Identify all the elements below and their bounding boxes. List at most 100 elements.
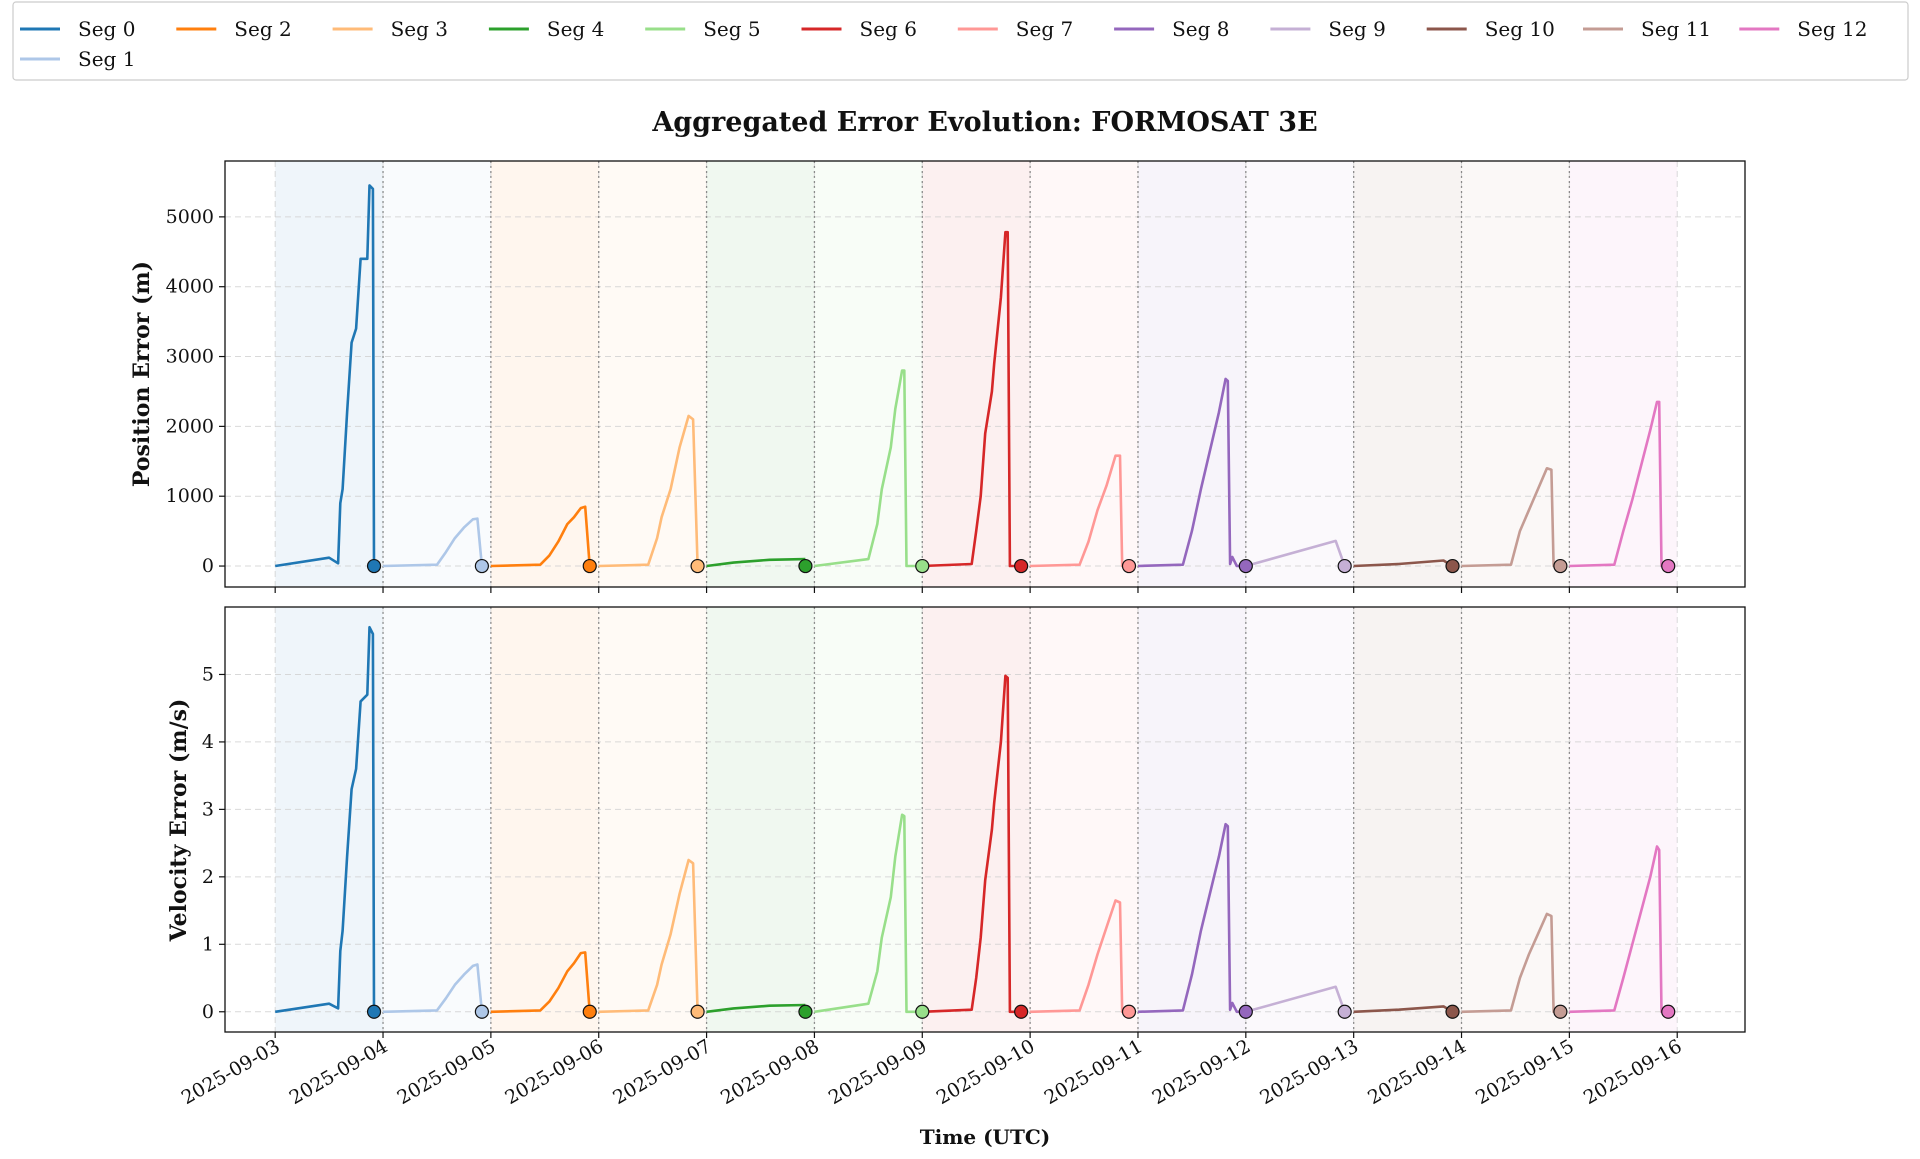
- x-tick-label: 2025-09-04: [286, 1035, 392, 1109]
- legend-label: Seg 4: [547, 17, 604, 41]
- end-marker-seg-10: [1445, 1004, 1460, 1019]
- end-marker-seg-1: [474, 1004, 489, 1019]
- series-line-seg-7: [1030, 899, 1129, 1014]
- y-tick-label: 0: [202, 1001, 214, 1023]
- time-axis-title: Time (UTC): [920, 1125, 1051, 1149]
- end-marker-seg-3: [690, 1004, 705, 1019]
- legend: Seg 0 Seg 1 Seg 2 Seg 3 Seg 4 Seg 5 Seg 6 Seg 7…: [12, 1, 1909, 81]
- segment-band: [383, 161, 491, 587]
- legend-label: Seg 11: [1641, 17, 1711, 41]
- legend-label: Seg 10: [1485, 17, 1555, 41]
- legend-label: Seg 8: [1172, 17, 1229, 41]
- series-line-seg-9: [1245, 539, 1346, 568]
- series-line-seg-4: [706, 557, 806, 568]
- segment-band: [598, 161, 707, 587]
- end-marker-seg-0: [366, 1004, 382, 1019]
- y-tick-label: 4000: [166, 276, 214, 298]
- series-line-seg-12: [1569, 400, 1669, 568]
- segment-band: [1245, 161, 1354, 587]
- end-marker-seg-4: [798, 1004, 813, 1019]
- end-marker-seg-6: [1014, 1004, 1029, 1019]
- segment-band: [490, 161, 599, 587]
- end-marker-seg-1: [474, 558, 489, 574]
- segment-band: [598, 607, 707, 1032]
- y-tick-label: 3: [202, 798, 214, 820]
- position-error-axis-title: Position Error (m): [129, 261, 155, 487]
- plot-frame: [224, 160, 1746, 588]
- legend-label: Seg 6: [860, 17, 917, 41]
- series-line-seg-3: [598, 858, 699, 1014]
- segment-band: [1137, 607, 1246, 1032]
- end-marker-seg-12: [1661, 558, 1676, 574]
- series-lines: [275, 625, 1669, 1014]
- segment-band: [922, 607, 1031, 1032]
- series-line-seg-11: [1461, 912, 1561, 1014]
- end-marker-seg-11: [1553, 558, 1568, 574]
- series-line-seg-6: [922, 230, 1022, 568]
- series-line-seg-0: [275, 184, 376, 568]
- segment-band: [1245, 607, 1354, 1032]
- x-tick-label: 2025-09-05: [394, 1035, 500, 1109]
- series-line-seg-1: [382, 963, 484, 1014]
- end-marker-seg-7: [1121, 558, 1137, 574]
- x-tick-label: 2025-09-13: [1256, 1035, 1362, 1109]
- position-error-panel: 0 1000 2000 3000 4000 5000: [166, 160, 1746, 593]
- legend-label: Seg 0: [78, 17, 135, 41]
- series-line-seg-5: [814, 813, 923, 1014]
- x-tick-label: 2025-09-14: [1364, 1035, 1470, 1109]
- end-marker-seg-9: [1337, 1004, 1352, 1019]
- segment-band: [1569, 161, 1678, 587]
- segment-band: [490, 607, 599, 1032]
- chart-title: Aggregated Error Evolution: FORMOSAT 3E: [651, 107, 1317, 138]
- y-tick-label: 1000: [166, 485, 214, 507]
- series-line-seg-2: [490, 951, 591, 1014]
- x-tick-label: 2025-09-10: [933, 1035, 1039, 1109]
- y-tick-label: 0: [202, 555, 214, 577]
- end-marker-seg-8: [1238, 1004, 1253, 1019]
- series-line-seg-11: [1461, 467, 1561, 568]
- x-tick-label: 2025-09-16: [1580, 1035, 1686, 1109]
- segment-band: [706, 161, 815, 587]
- x-tick-label: 2025-09-15: [1472, 1035, 1578, 1109]
- x-tick-label: 2025-09-07: [609, 1035, 715, 1109]
- series-line-seg-2: [490, 505, 591, 568]
- legend-label: Seg 12: [1797, 17, 1867, 41]
- segment-band: [383, 607, 491, 1032]
- end-marker-seg-4: [798, 558, 813, 574]
- segment-band: [922, 161, 1031, 587]
- y-tick-label: 2000: [166, 415, 214, 437]
- end-marker-seg-12: [1661, 1004, 1676, 1019]
- segment-band: [706, 607, 815, 1032]
- legend-label: Seg 3: [391, 17, 448, 41]
- segment-band: [1569, 607, 1678, 1032]
- segment-band: [1353, 607, 1462, 1032]
- end-marker-seg-2: [582, 1004, 597, 1019]
- legend-label: Seg 1: [78, 47, 135, 71]
- series-line-seg-5: [814, 369, 923, 568]
- end-marker-seg-0: [366, 558, 382, 574]
- x-tick-label: 2025-09-09: [825, 1035, 931, 1109]
- x-tick-label: 2025-09-12: [1148, 1035, 1254, 1109]
- series-line-seg-6: [922, 674, 1022, 1014]
- y-tick-label: 3000: [166, 346, 214, 368]
- y-tick-label: 1: [202, 933, 214, 955]
- velocity-error-axis-title: Velocity Error (m/s): [166, 699, 192, 943]
- series-line-seg-4: [706, 1003, 806, 1014]
- end-marker-seg-6: [1014, 558, 1029, 574]
- series-line-seg-9: [1245, 985, 1346, 1014]
- end-marker-seg-5: [915, 1004, 930, 1019]
- legend-label: Seg 7: [1016, 17, 1073, 41]
- x-tick-label: 2025-09-06: [501, 1035, 607, 1109]
- y-tick-label: 5000: [166, 206, 214, 228]
- series-line-seg-7: [1030, 454, 1129, 568]
- series-line-seg-0: [275, 625, 376, 1014]
- segment-band: [1353, 161, 1462, 587]
- series-line-seg-8: [1137, 822, 1246, 1014]
- series-line-seg-12: [1569, 845, 1669, 1014]
- segment-band: [1137, 161, 1246, 587]
- legend-box: [12, 1, 1909, 81]
- y-tick-label: 5: [202, 663, 214, 685]
- series-line-seg-3: [598, 414, 699, 568]
- plot-frame: [224, 606, 1746, 1033]
